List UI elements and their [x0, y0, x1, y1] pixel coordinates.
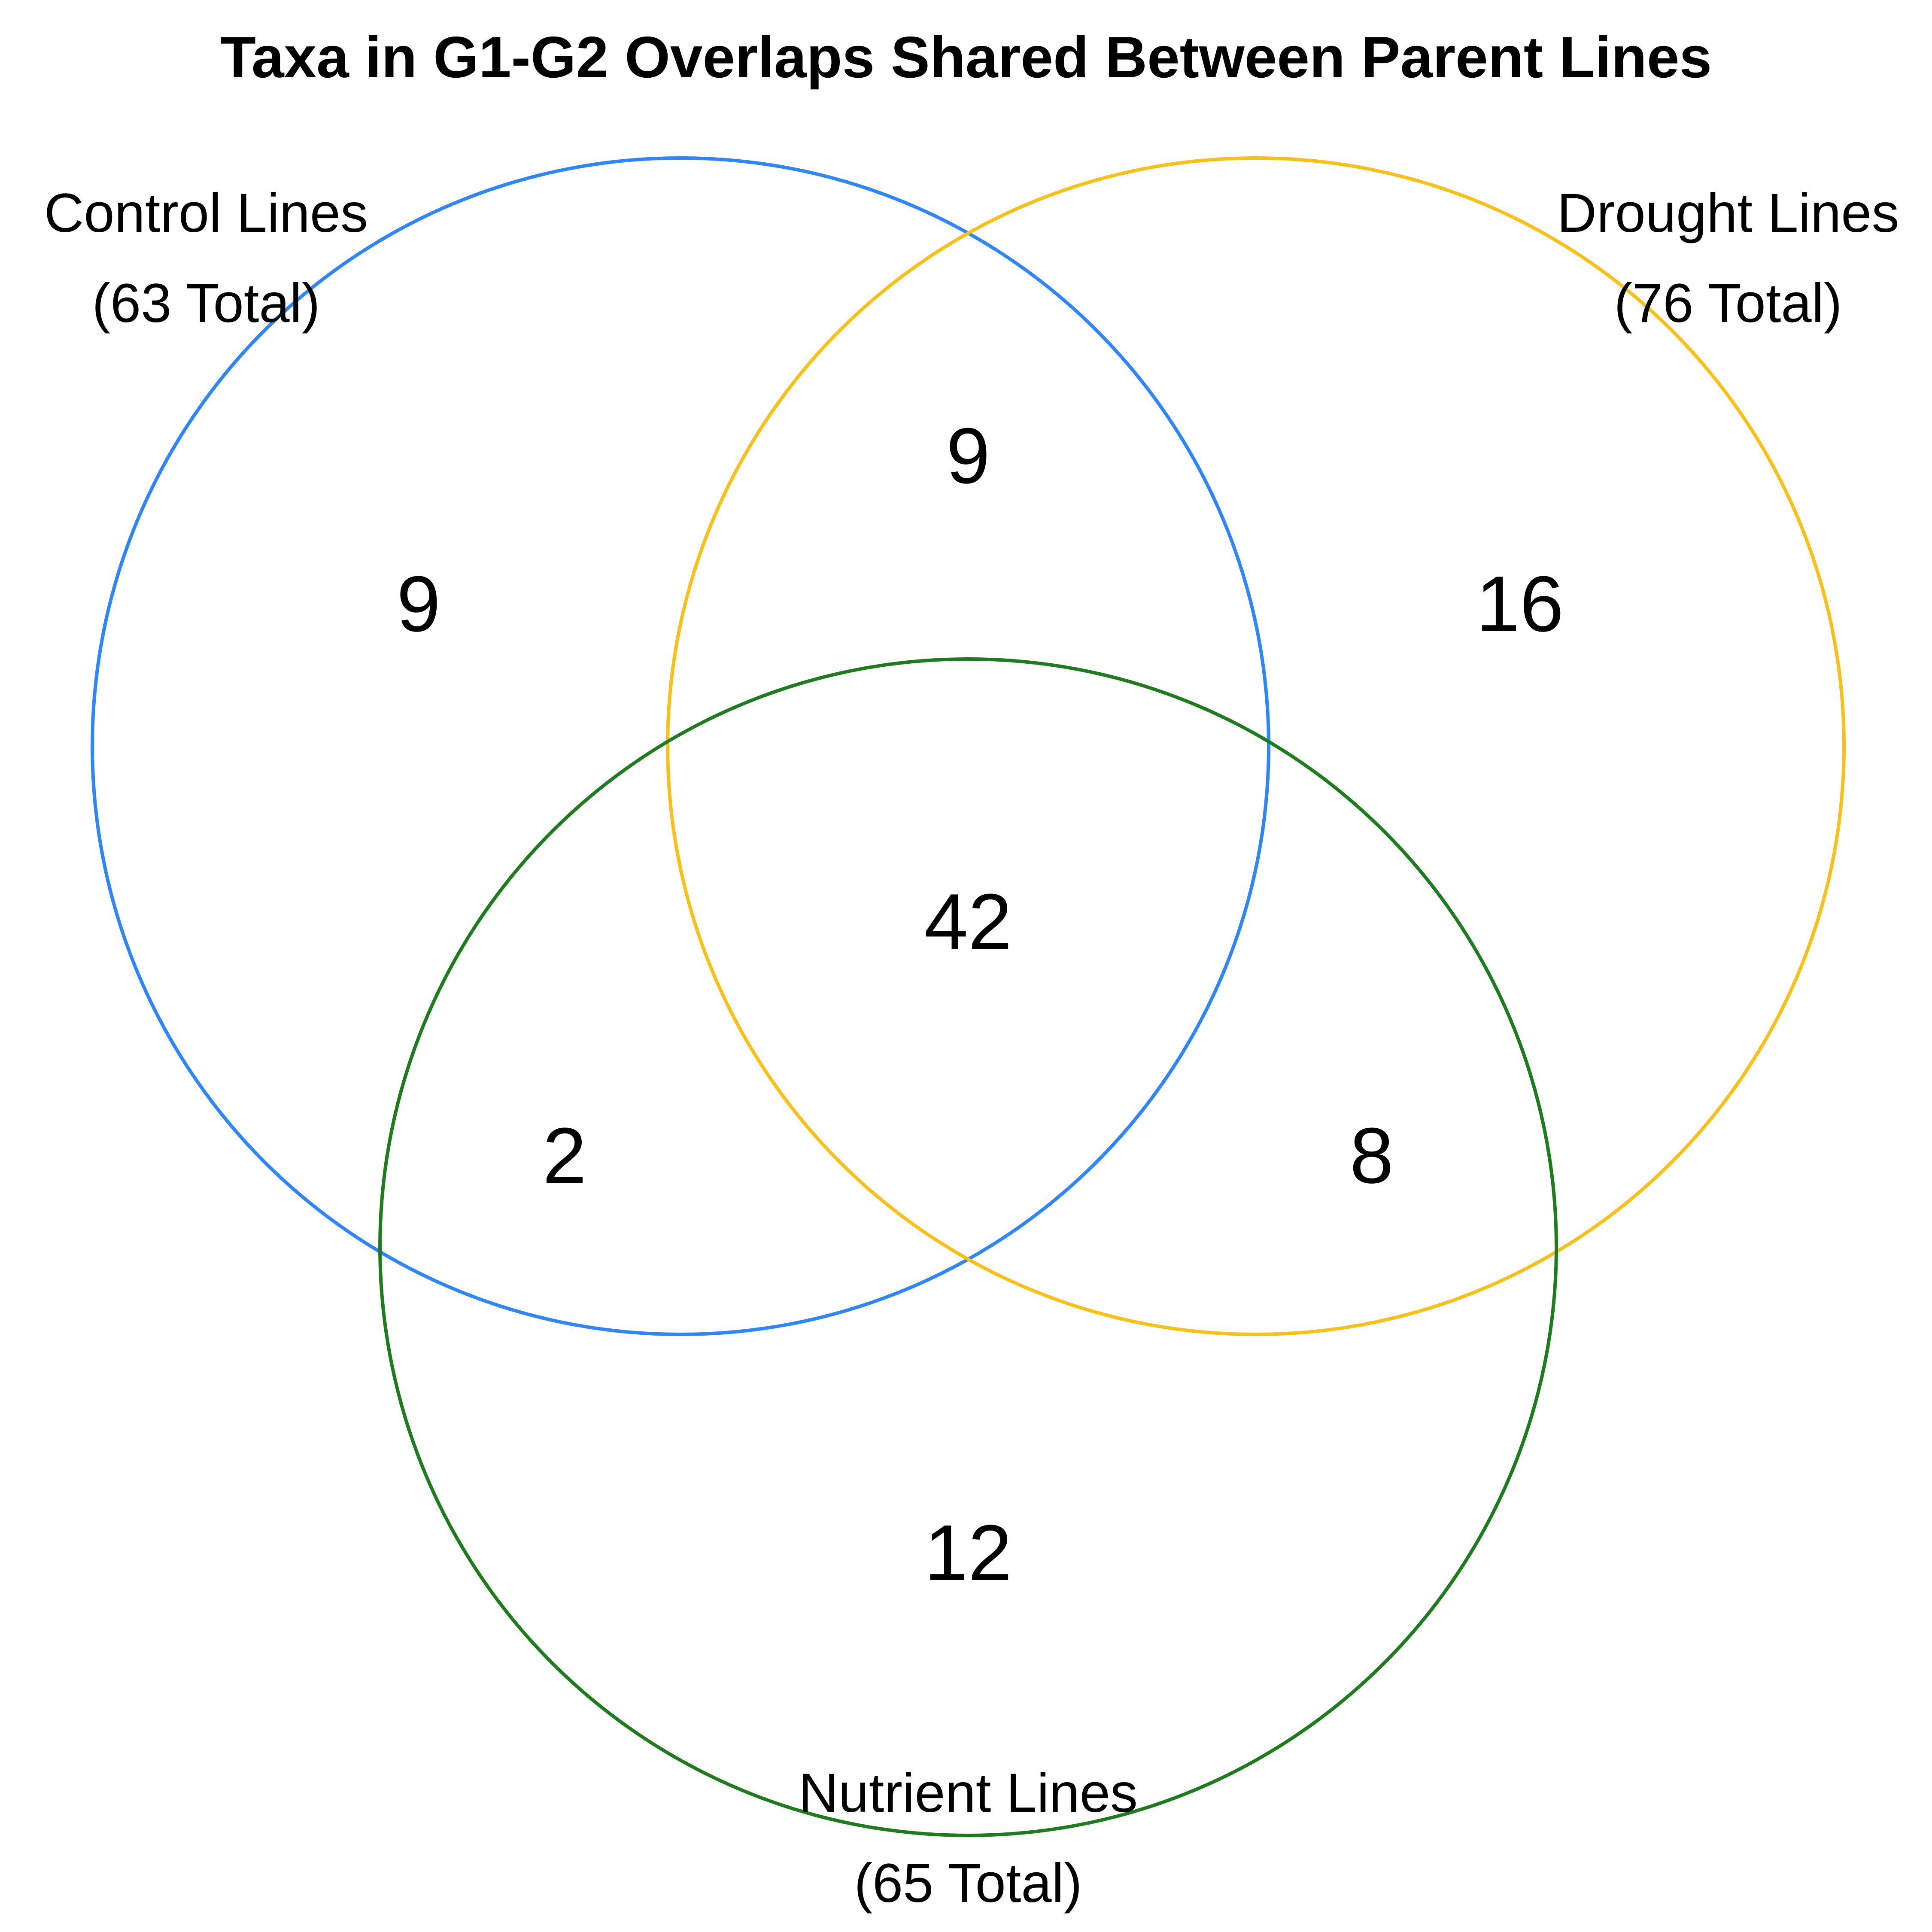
all-three-count: 42 [924, 877, 1012, 966]
diagram-title: Taxa in G1-G2 Overlaps Shared Between Pa… [220, 24, 1712, 90]
nutrient-only-count: 12 [924, 1508, 1012, 1597]
nutrient-lines-circle [378, 657, 1558, 1837]
nutrient-lines-label: Nutrient Lines [799, 1762, 1138, 1824]
drought-lines-circle [666, 156, 1846, 1336]
control-only-count: 9 [397, 559, 440, 648]
drought-nutrient-count: 8 [1350, 1111, 1394, 1200]
drought-lines-total: (76 Total) [1614, 273, 1842, 334]
control-lines-total: (63 Total) [92, 273, 320, 334]
control-drought-count: 9 [946, 411, 990, 500]
nutrient-lines-total: (65 Total) [854, 1853, 1082, 1914]
drought-only-count: 16 [1476, 559, 1564, 648]
drought-lines-label: Drought Lines [1557, 182, 1899, 244]
control-lines-circle [91, 156, 1270, 1336]
control-lines-label: Control Lines [44, 182, 368, 244]
control-nutrient-count: 2 [543, 1111, 586, 1200]
